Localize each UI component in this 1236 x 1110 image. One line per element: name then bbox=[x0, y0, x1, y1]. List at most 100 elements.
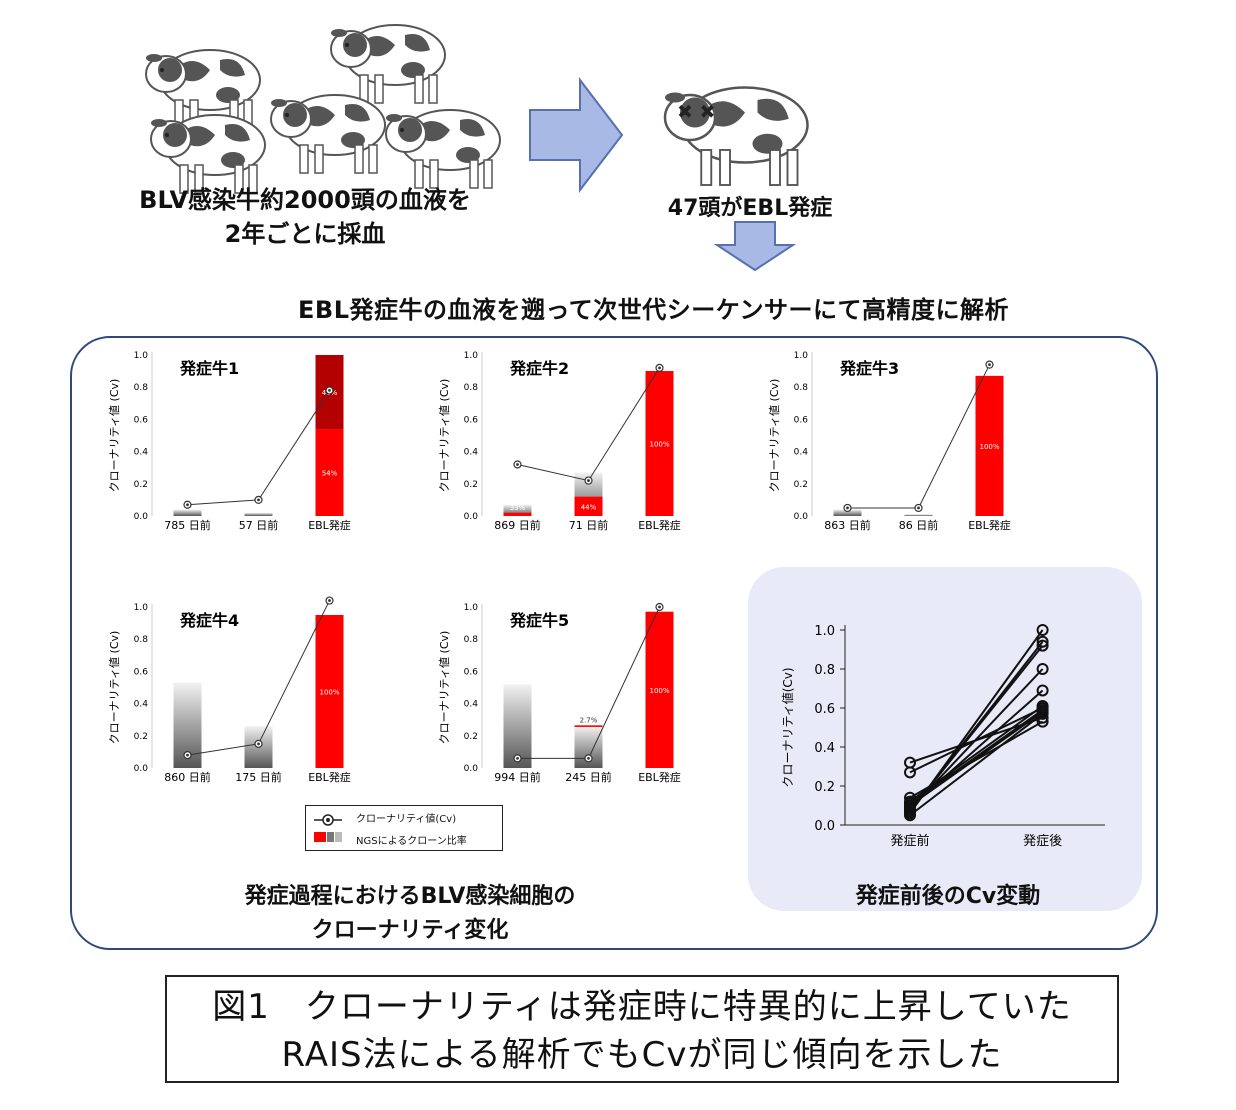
figure-caption-line2: RAIS法による解析でもCvが同じ傾向を示した bbox=[281, 1035, 1003, 1075]
y-tick-label: 0.0 bbox=[814, 819, 835, 834]
legend-cv-label: クローナリティ値(Cv) bbox=[356, 814, 457, 825]
x-tick-label: 869 日前 bbox=[494, 518, 541, 532]
y-tick-label: 0.6 bbox=[134, 415, 149, 425]
x-tick-label: EBL発症 bbox=[968, 518, 1011, 532]
y-tick-label: 0.6 bbox=[134, 667, 149, 677]
y-tick-label: 0.4 bbox=[794, 448, 809, 458]
y-tick-label: 0.0 bbox=[464, 764, 479, 774]
y-tick-label: 0.4 bbox=[134, 448, 149, 458]
y-tick-label: 0.8 bbox=[134, 383, 149, 393]
x-tick-label: 86 日前 bbox=[899, 518, 939, 532]
cv-pair-line bbox=[909, 711, 1044, 807]
sampling-caption: BLV感染牛約2000頭の血液を 2年ごとに採血 bbox=[90, 183, 520, 251]
cv-point-after bbox=[1036, 639, 1049, 652]
x-tick-label: 245 日前 bbox=[565, 770, 612, 784]
segment-label: 33% bbox=[510, 504, 526, 512]
cv-point-after bbox=[1036, 700, 1049, 713]
bar-segment bbox=[503, 512, 532, 516]
cv-point-center bbox=[846, 506, 849, 510]
y-tick-label: 0.8 bbox=[794, 383, 809, 393]
segment-label: 2.7% bbox=[580, 716, 598, 724]
cv-point-after bbox=[1036, 624, 1049, 636]
chart-cow-2: クローナリティ値 (Cv) 0.0 0.2 0.4 0.6 0.8 1.0 発症牛2 33% 44… bbox=[438, 351, 681, 532]
y-tick-label: 0.2 bbox=[134, 732, 148, 742]
x-tick-label: EBL発症 bbox=[638, 770, 681, 784]
x-tick-label: 発症前 bbox=[890, 833, 929, 849]
cv-point-before bbox=[904, 801, 916, 814]
x-tick-label: EBL発症 bbox=[638, 518, 681, 532]
cv-point-center bbox=[587, 479, 590, 482]
analysis-heading: EBL発症牛の血液を遡って次世代シーケンサーにて高精度に解析 bbox=[298, 296, 1010, 324]
cv-change-panel bbox=[748, 567, 1142, 911]
chart-cow-1: クローナリティ値 (Cv)0.00.20.40.60.81.0発症牛154%46… bbox=[108, 351, 351, 532]
y-tick-label: 1.0 bbox=[464, 351, 479, 361]
y-axis-label: クローナリティ値 (Cv) bbox=[438, 631, 451, 745]
cv-pair-line bbox=[909, 713, 1044, 817]
bar-segment bbox=[975, 375, 1004, 516]
y-tick-label: 0.8 bbox=[134, 635, 149, 645]
y-tick-label: 0.2 bbox=[814, 780, 835, 795]
panel-right-title: 発症前後のCv変動 bbox=[855, 884, 1041, 909]
y-tick-label: 0.4 bbox=[814, 741, 835, 756]
bar bbox=[244, 512, 273, 516]
bar-segment bbox=[315, 615, 344, 768]
y-tick-label: 0.0 bbox=[134, 512, 149, 522]
y-axis-label: クローナリティ値 (Cv) bbox=[108, 379, 121, 493]
cv-point-center bbox=[186, 503, 189, 507]
cv-pair-line bbox=[909, 705, 1044, 803]
panel-left-title-line2: クローナリティ変化 bbox=[311, 918, 509, 943]
y-axis-label: クローナリティ値(Cv) bbox=[780, 667, 795, 787]
y-tick-label: 1.0 bbox=[814, 624, 835, 639]
cv-point-center bbox=[658, 366, 661, 370]
cow-icon bbox=[330, 24, 446, 104]
cv-point-before bbox=[904, 809, 916, 822]
cv-point-after bbox=[1036, 635, 1049, 648]
bar bbox=[173, 509, 202, 516]
y-tick-label: 0.6 bbox=[464, 667, 479, 677]
chart-title: 発症牛5 bbox=[509, 611, 569, 630]
cv-point-center bbox=[257, 742, 260, 746]
results-panel bbox=[70, 336, 1158, 950]
cv-point-before bbox=[904, 805, 916, 818]
right-arrow-icon bbox=[529, 77, 624, 193]
chart-cow-3: クローナリティ値 (Cv) 0.0 0.2 0.4 0.6 0.8 1.0 発症牛3 100% 8… bbox=[768, 351, 1011, 532]
bar-segment bbox=[574, 725, 603, 727]
panel-left-title: 発症過程におけるBLV感染細胞の クローナリティ変化 bbox=[180, 880, 640, 948]
cv-point-before bbox=[904, 797, 916, 810]
y-tick-label: 0.2 bbox=[464, 732, 478, 742]
x-tick-label: 860 日前 bbox=[164, 770, 211, 784]
bar bbox=[833, 509, 862, 516]
x-tick-label: 71 日前 bbox=[569, 518, 609, 532]
y-tick-label: 0.6 bbox=[814, 702, 835, 717]
bar-segment bbox=[574, 496, 603, 516]
cv-point-center bbox=[186, 753, 189, 757]
y-tick-label: 0.4 bbox=[134, 700, 149, 710]
figure-caption: 図1 クローナリティは発症時に特異的に上昇していた RAIS法による解析でもCv… bbox=[165, 975, 1119, 1083]
y-tick-label: 0.4 bbox=[464, 448, 479, 458]
bar bbox=[503, 684, 532, 768]
cow-icon bbox=[270, 94, 386, 174]
y-tick-label: 0.6 bbox=[794, 415, 809, 425]
chart-cow-5: クローナリティ値 (Cv) 0.0 0.2 0.4 0.6 0.8 1.0 発症牛5 2.7% 1… bbox=[438, 602, 681, 784]
chart-title: 発症牛1 bbox=[179, 359, 239, 378]
segment-label: 100% bbox=[649, 687, 669, 695]
figure-caption-line1: 図1 クローナリティは発症時に特異的に上昇していた bbox=[212, 987, 1072, 1027]
x-tick-label: EBL発症 bbox=[308, 770, 351, 784]
cv-point-after bbox=[1036, 703, 1049, 716]
cv-point-center bbox=[516, 463, 519, 466]
y-tick-label: 1.0 bbox=[134, 603, 149, 613]
sampling-caption-line1: BLV感染牛約2000頭の血液を bbox=[139, 186, 471, 214]
y-tick-label: 0.0 bbox=[794, 512, 809, 522]
cv-point-center bbox=[328, 389, 331, 392]
cv-line bbox=[187, 390, 330, 506]
y-tick-label: 0.8 bbox=[464, 635, 479, 645]
x-tick-label: 175 日前 bbox=[235, 770, 282, 784]
cv-point-after bbox=[1036, 707, 1049, 720]
cv-point-after bbox=[1036, 663, 1049, 675]
onset-caption: 47頭がEBL発症 bbox=[667, 196, 833, 221]
cv-line bbox=[847, 364, 990, 509]
legend-swatches bbox=[314, 814, 342, 842]
cv-point-center bbox=[658, 605, 661, 609]
cv-point-center bbox=[587, 756, 590, 760]
segment-label: 100% bbox=[319, 689, 339, 697]
